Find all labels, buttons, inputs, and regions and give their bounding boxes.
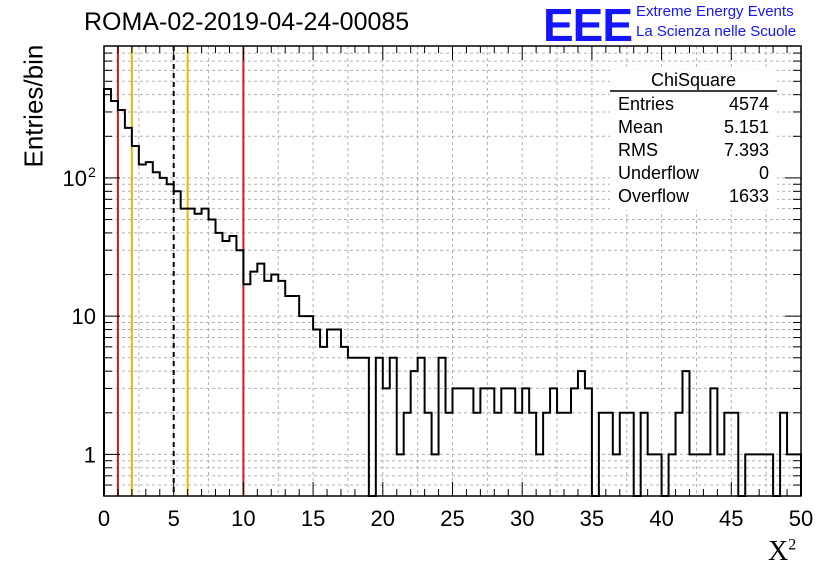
x-tick-label: 40: [649, 506, 673, 531]
x-tick-label: 10: [231, 506, 255, 531]
chart-title: ROMA-02-2019-04-24-00085: [84, 8, 410, 36]
histogram-layer: [103, 87, 802, 497]
stats-row-label: RMS: [618, 140, 658, 160]
stats-box-title: ChiSquare: [651, 70, 736, 90]
x-tick-label: 15: [301, 506, 325, 531]
y-axis-label: Entries/bin: [18, 44, 49, 168]
x-tick-label: 20: [371, 506, 395, 531]
stats-row-value: 0: [759, 163, 769, 183]
x-tick-label: 45: [719, 506, 743, 531]
stats-row-value: 1633: [729, 186, 769, 206]
stats-box: ChiSquare Entries 4574 Mean 5.151 RMS 7.393 Und…: [610, 70, 777, 210]
x-tick-label: 30: [510, 506, 534, 531]
marker-lines-layer: [116, 46, 245, 496]
stats-box-bg: [610, 70, 777, 210]
stats-row-label: Overflow: [618, 186, 690, 206]
x-tick-label: 35: [580, 506, 604, 531]
y-tick-label: 1: [84, 442, 96, 467]
stats-row-value: 7.393: [724, 140, 769, 160]
y-tick-label: 10: [72, 304, 96, 329]
stats-row-value: 4574: [729, 94, 769, 114]
grid-layer: [103, 45, 802, 497]
x-tick-label: 0: [98, 506, 110, 531]
stats-row-label: Underflow: [618, 163, 700, 183]
x-tick-label: 50: [789, 506, 813, 531]
y-tick-label-sup: 2: [88, 164, 96, 180]
x-tick-label: 5: [168, 506, 180, 531]
x-axis-label-sup: 2: [788, 536, 797, 554]
logo-line-2: La Scienza nelle Scuole: [636, 23, 797, 40]
x-axis-label-base: X: [768, 536, 789, 567]
stats-row-value: 5.151: [724, 117, 769, 137]
x-tick-label: 25: [440, 506, 464, 531]
stats-row-label: Entries: [618, 94, 674, 114]
x-axis-label: X2: [768, 536, 796, 568]
eee-logo: EEE: [543, 0, 633, 51]
stats-row-label: Mean: [618, 117, 663, 137]
y-tick-label: 10: [63, 166, 87, 191]
logo-line-1: Extreme Energy Events: [636, 3, 794, 20]
histogram-outline: [103, 87, 802, 497]
